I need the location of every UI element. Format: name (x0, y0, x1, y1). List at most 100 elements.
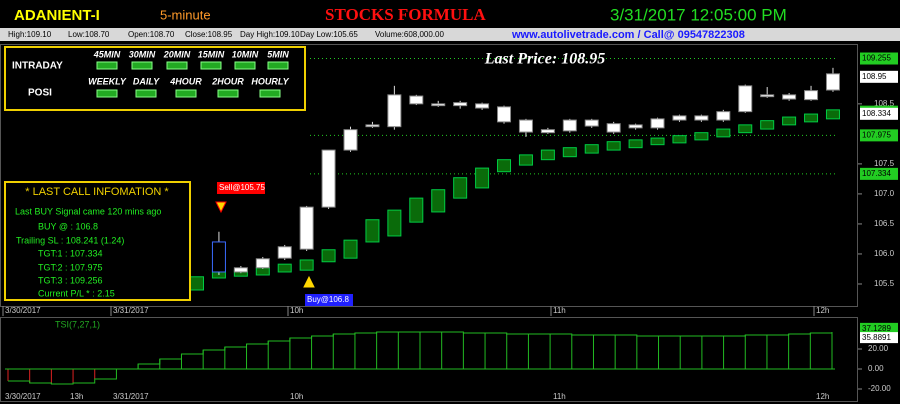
stat: Low:108.70 (68, 30, 110, 39)
candle-body (277, 246, 292, 259)
interval-header: 20MIN (163, 49, 191, 59)
indicator-marker-label: 35.8891 (862, 333, 891, 342)
interval-header: 15MIN (198, 49, 225, 59)
brand: STOCKS FORMULA (325, 5, 486, 24)
y-tick-label: 105.5 (874, 279, 895, 288)
candle-body (716, 111, 731, 121)
indicator-panel (0, 317, 858, 402)
intraday-label: INTRADAY (12, 61, 63, 72)
trend-box (804, 113, 819, 123)
interval-header: WEEKLY (88, 76, 127, 86)
trend-box (738, 124, 753, 134)
candle-body (562, 119, 577, 132)
status-box (234, 61, 256, 70)
candle-body (255, 258, 270, 269)
last-price: Last Price: 108.95 (484, 51, 605, 68)
candle-body (760, 94, 775, 98)
indicator-marker-box (860, 332, 898, 344)
level-box (860, 167, 898, 180)
x-tick-label: 3/30/2017 (5, 306, 41, 315)
y-tick-label: 107.0 (874, 189, 895, 198)
stat: Close:108.95 (185, 30, 233, 39)
trend-box (409, 197, 424, 223)
posi-label: POSI (28, 88, 52, 99)
candle-body (211, 241, 226, 273)
stat: High:109.10 (8, 30, 52, 39)
last-call-box (4, 181, 191, 301)
stat: Open:108.70 (128, 30, 175, 39)
trend-box (365, 219, 380, 243)
signal-label: Buy@106.8 (307, 295, 349, 304)
trend-box (497, 159, 512, 173)
x-tick-label: 12h (816, 306, 829, 315)
interval-header: DAILY (133, 76, 160, 86)
level-box (860, 107, 898, 120)
signal-label-bg (305, 294, 353, 306)
candle-body (431, 103, 446, 107)
last-call-line: TGT:1 : 107.334 (38, 248, 103, 258)
trend-box (343, 239, 358, 259)
candle-body (365, 124, 380, 128)
datetime: 3/31/2017 12:05:00 PM (610, 5, 787, 24)
trend-box (518, 154, 533, 166)
candle-body (387, 94, 402, 128)
candle-body (233, 267, 248, 273)
status-box (217, 89, 239, 98)
candle-body (540, 129, 555, 134)
trend-box (299, 259, 314, 271)
candle-body (299, 206, 314, 250)
trend-box (716, 128, 731, 138)
interval-header: 10MIN (232, 49, 259, 59)
trend-box (650, 137, 665, 146)
indicator-title: TSI(7,27,1) (55, 319, 100, 329)
level-label: 108.95 (862, 72, 887, 81)
y-tick-label: 106.0 (874, 249, 895, 258)
x-tick-label: 13h (70, 392, 83, 401)
level-box (860, 52, 898, 65)
interval-header: 30MIN (129, 49, 156, 59)
x-tick-label: 11h (553, 306, 566, 315)
trend-box (431, 189, 446, 213)
y-tick-label: 0.00 (868, 364, 884, 373)
stat: Volume:608,000.00 (375, 30, 444, 39)
trend-box (606, 141, 621, 151)
candle-body (628, 124, 643, 129)
y-tick-label: 108.5 (874, 99, 895, 108)
status-box (131, 61, 153, 70)
x-tick-label: 10h (290, 306, 303, 315)
candle-body (343, 129, 358, 151)
stat: Day High:109.10 (240, 30, 300, 39)
trend-box (694, 132, 709, 141)
level-label: 109.255 (862, 54, 891, 63)
candle-body (672, 115, 687, 121)
candle-body (804, 90, 819, 101)
last-call-line: TGT:3 : 109.256 (38, 275, 103, 285)
x-tick-label: 3/31/2017 (113, 392, 149, 401)
stat: Day Low:105.65 (300, 30, 358, 39)
indicator-marker-box (860, 322, 898, 334)
candle-body (694, 115, 709, 121)
candle-body (738, 85, 753, 113)
status-box (96, 89, 118, 98)
trend-box (321, 249, 336, 263)
trend-box (190, 276, 204, 291)
intraday-box (4, 46, 306, 111)
candle-body (409, 95, 424, 105)
level-label: 107.334 (862, 169, 891, 178)
interval: 5-minute (160, 7, 211, 22)
status-box (267, 61, 289, 70)
candle-body (584, 119, 599, 127)
x-tick-label: 11h (553, 392, 566, 401)
level-box (860, 129, 898, 142)
status-box (175, 89, 197, 98)
level-box (860, 70, 898, 83)
candle-body (518, 119, 533, 133)
contact: www.autolivetrade.com / Call@ 0954782230… (511, 29, 745, 41)
last-call-line: TGT:2 : 107.975 (38, 262, 103, 272)
symbol: ADANIENT-I (14, 7, 100, 24)
trend-box (782, 116, 797, 126)
signal-arrow (303, 275, 315, 288)
status-box (259, 89, 281, 98)
interval-header: 45MIN (93, 49, 121, 59)
